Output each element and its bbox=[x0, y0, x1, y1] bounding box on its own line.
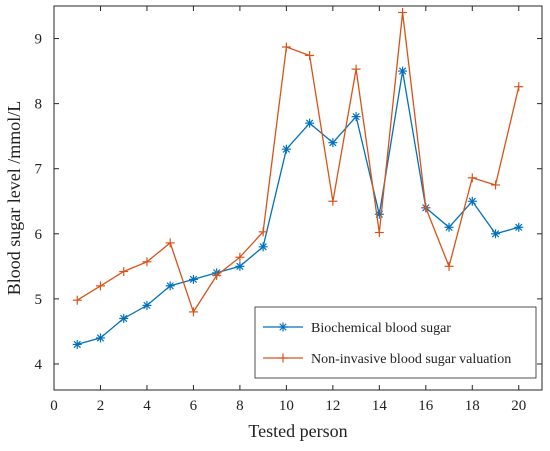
data-point bbox=[142, 257, 152, 267]
y-tick-label: 6 bbox=[35, 227, 43, 243]
legend-label: Non-invasive blood sugar valuation bbox=[311, 352, 511, 367]
data-point bbox=[514, 222, 524, 232]
data-point bbox=[235, 261, 245, 271]
series-line bbox=[77, 70, 519, 346]
data-point bbox=[398, 66, 408, 76]
x-tick-label: 10 bbox=[279, 398, 294, 414]
y-tick-label: 8 bbox=[35, 97, 43, 113]
data-point bbox=[444, 261, 454, 271]
data-point bbox=[119, 313, 129, 323]
data-point bbox=[72, 295, 82, 305]
y-tick-label: 5 bbox=[35, 292, 43, 308]
x-tick-label: 12 bbox=[325, 398, 340, 414]
data-point bbox=[491, 229, 501, 239]
data-point bbox=[95, 333, 105, 343]
x-axis-label: Tested person bbox=[248, 421, 347, 441]
legend: Biochemical blood sugar Non-invasive bloo… bbox=[254, 306, 537, 379]
series-line bbox=[76, 12, 520, 314]
data-point bbox=[142, 300, 152, 310]
x-tick-label: 14 bbox=[372, 398, 388, 414]
legend-label: Biochemical blood sugar bbox=[311, 321, 451, 336]
data-point bbox=[281, 144, 291, 154]
data-point bbox=[235, 252, 245, 262]
x-tick-label: 16 bbox=[418, 398, 434, 414]
data-point bbox=[374, 227, 384, 237]
x-axis: 0 2 4 6 8 10 12 14 16 18 20 bbox=[50, 6, 526, 414]
data-point bbox=[188, 307, 198, 317]
y-tick-label: 9 bbox=[35, 32, 43, 48]
data-point bbox=[258, 242, 268, 252]
data-point bbox=[165, 238, 175, 248]
data-point bbox=[444, 222, 454, 232]
data-point bbox=[212, 270, 222, 280]
data-point bbox=[351, 112, 361, 122]
y-tick-label: 7 bbox=[35, 162, 43, 178]
legend-marker bbox=[278, 353, 288, 363]
data-point bbox=[467, 196, 477, 206]
y-axis-label: Blood sugar level /mmol/L bbox=[4, 101, 24, 295]
data-point bbox=[351, 64, 361, 74]
series-layer bbox=[72, 8, 524, 349]
x-tick-label: 4 bbox=[143, 398, 151, 414]
x-tick-label: 6 bbox=[190, 398, 198, 414]
data-point bbox=[281, 42, 291, 52]
data-point bbox=[119, 267, 129, 277]
x-tick-label: 8 bbox=[236, 398, 244, 414]
legend-box bbox=[254, 306, 537, 379]
data-point bbox=[72, 339, 82, 349]
data-point bbox=[305, 118, 315, 128]
x-tick-label: 20 bbox=[511, 398, 526, 414]
data-point bbox=[305, 50, 315, 60]
x-tick-label: 0 bbox=[50, 398, 58, 414]
y-axis: 4 5 6 7 8 9 bbox=[35, 32, 542, 373]
x-tick-label: 2 bbox=[97, 398, 105, 414]
y-tick-label: 4 bbox=[35, 357, 43, 373]
data-point bbox=[328, 196, 338, 206]
data-point bbox=[165, 281, 175, 291]
x-tick-label: 18 bbox=[465, 398, 480, 414]
data-point bbox=[328, 138, 338, 148]
data-point bbox=[258, 227, 268, 237]
data-point bbox=[491, 180, 501, 190]
data-point bbox=[398, 8, 408, 18]
series-2 bbox=[72, 8, 524, 317]
data-point bbox=[95, 281, 105, 291]
data-point bbox=[421, 203, 431, 213]
data-point bbox=[188, 274, 198, 284]
series-1 bbox=[72, 66, 524, 349]
data-point bbox=[514, 82, 524, 92]
legend-marker bbox=[278, 322, 288, 332]
data-point bbox=[467, 173, 477, 183]
